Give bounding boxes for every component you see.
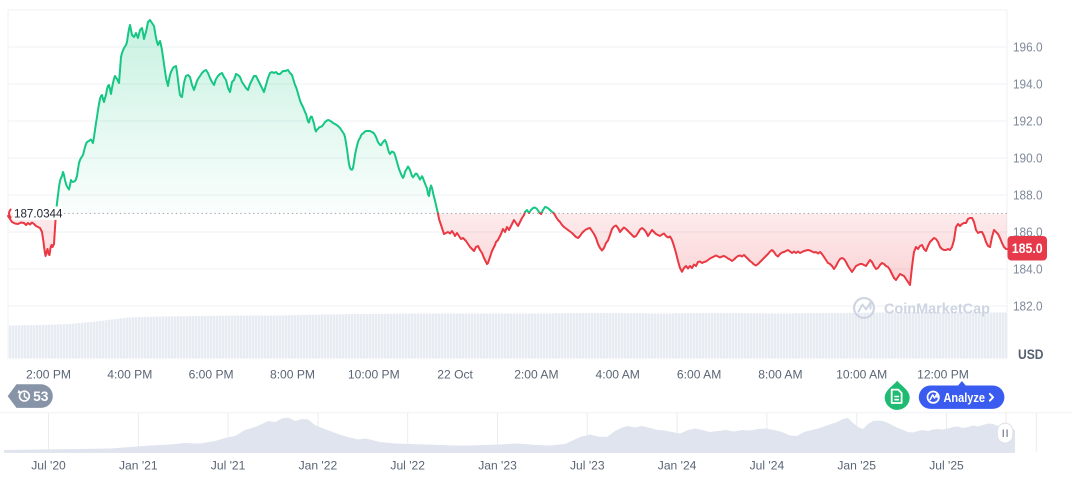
svg-text:8:00 PM: 8:00 PM [270, 368, 315, 382]
svg-text:Jan '24: Jan '24 [658, 458, 697, 472]
svg-text:10:00 PM: 10:00 PM [348, 368, 400, 382]
svg-text:Jan '21: Jan '21 [119, 458, 158, 472]
svg-text:192.0: 192.0 [1013, 114, 1043, 129]
svg-text:6:00 AM: 6:00 AM [677, 368, 721, 382]
svg-text:Jul '21: Jul '21 [211, 458, 246, 472]
svg-text:Jul '25: Jul '25 [929, 458, 964, 472]
svg-text:Jul '20: Jul '20 [31, 458, 66, 472]
svg-text:188.0: 188.0 [1013, 188, 1043, 203]
svg-text:184.0: 184.0 [1013, 262, 1043, 277]
svg-text:Jul '24: Jul '24 [750, 458, 785, 472]
svg-text:Jan '23: Jan '23 [478, 458, 517, 472]
svg-text:Jan '25: Jan '25 [837, 458, 876, 472]
svg-text:4:00 PM: 4:00 PM [107, 368, 152, 382]
svg-text:6:00 PM: 6:00 PM [189, 368, 234, 382]
svg-text:12:00 PM: 12:00 PM [917, 368, 969, 382]
svg-text:185.0: 185.0 [1012, 241, 1043, 256]
svg-text:Jan '22: Jan '22 [299, 458, 338, 472]
svg-text:Jul '23: Jul '23 [570, 458, 605, 472]
svg-text:194.0: 194.0 [1013, 77, 1043, 92]
svg-text:Jul '22: Jul '22 [390, 458, 425, 472]
svg-text:187.0344: 187.0344 [14, 207, 63, 221]
svg-text:Analyze: Analyze [944, 390, 986, 405]
svg-text:196.0: 196.0 [1013, 40, 1043, 55]
svg-text:186.0: 186.0 [1013, 225, 1043, 240]
svg-text:2:00 AM: 2:00 AM [514, 368, 558, 382]
svg-text:10:00 AM: 10:00 AM [836, 368, 887, 382]
svg-text:22 Oct: 22 Oct [437, 368, 473, 382]
svg-text:182.0: 182.0 [1013, 299, 1043, 314]
svg-text:4:00 AM: 4:00 AM [596, 368, 640, 382]
svg-text:2:00 PM: 2:00 PM [26, 368, 71, 382]
svg-text:8:00 AM: 8:00 AM [758, 368, 802, 382]
svg-text:53: 53 [33, 389, 49, 404]
svg-text:190.0: 190.0 [1013, 151, 1043, 166]
svg-text:CoinMarketCap: CoinMarketCap [884, 301, 990, 318]
svg-text:USD: USD [1018, 347, 1044, 362]
